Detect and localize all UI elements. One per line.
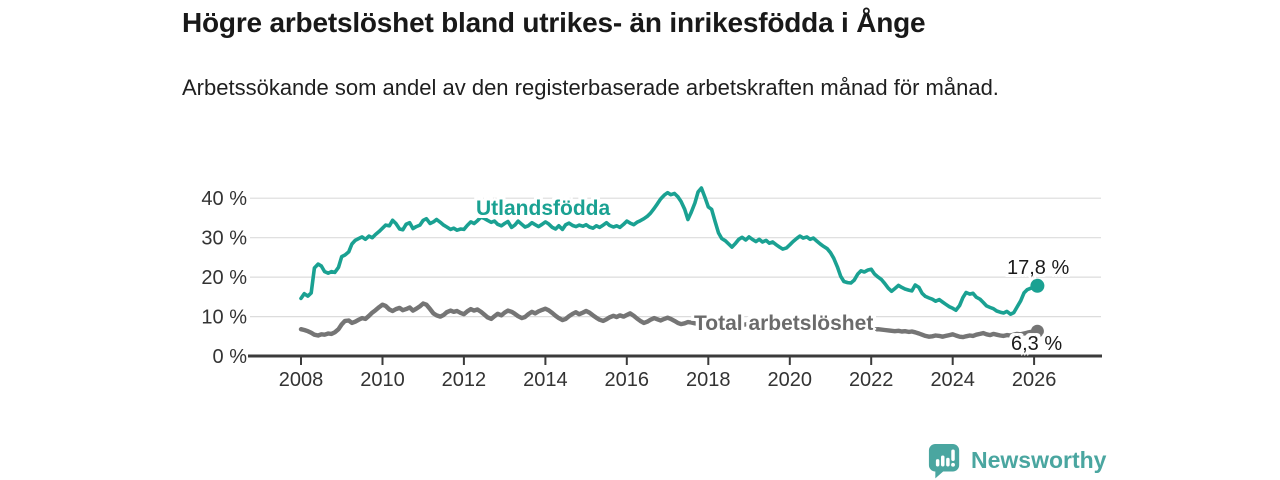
y-tick-label-20: 20 %: [201, 267, 247, 289]
end-value-label-total: 6,3 %: [1011, 333, 1063, 355]
y-tick-label-0: 0 %: [213, 346, 248, 368]
x-tick-label-2014: 2014: [523, 369, 568, 391]
series-line-total: [298, 301, 1040, 340]
end-value-label-utlandsfodda: 17,8 %: [1007, 257, 1070, 279]
newsworthy-bubble-chart-icon: [928, 442, 961, 479]
y-tick-label-10: 10 %: [201, 307, 247, 329]
y-tick-label-30: 30 %: [201, 228, 247, 250]
chart-title: Högre arbetslöshet bland utrikes- än inr…: [182, 7, 926, 38]
x-tick-label-2018: 2018: [686, 369, 731, 391]
newsworthy-logo[interactable]: Newsworthy: [928, 442, 1106, 479]
series-label-total-arbetsloshet: Total arbetslöshet: [694, 312, 874, 335]
x-tick-label-2026: 2026: [1012, 369, 1057, 391]
series-label-utlandsfodda: Utlandsfödda: [476, 197, 611, 220]
x-tick-label-2008: 2008: [279, 369, 324, 391]
newsworthy-wordmark: Newsworthy: [971, 447, 1107, 473]
end-dot-utlandsfodda: [1030, 278, 1045, 293]
x-tick-label-2016: 2016: [605, 369, 650, 391]
x-tick-label-2010: 2010: [360, 369, 405, 391]
x-tick-label-2020: 2020: [768, 369, 813, 391]
x-tick-label-2012: 2012: [442, 369, 487, 391]
x-tick-label-2022: 2022: [849, 369, 894, 391]
series-line-utlandsfodda: [299, 186, 1040, 317]
chart-subtitle: Arbetssökande som andel av den registerb…: [182, 75, 999, 100]
x-tick-label-2024: 2024: [930, 369, 975, 391]
end-dot-total: [1030, 324, 1044, 338]
y-tick-label-40: 40 %: [201, 188, 247, 210]
